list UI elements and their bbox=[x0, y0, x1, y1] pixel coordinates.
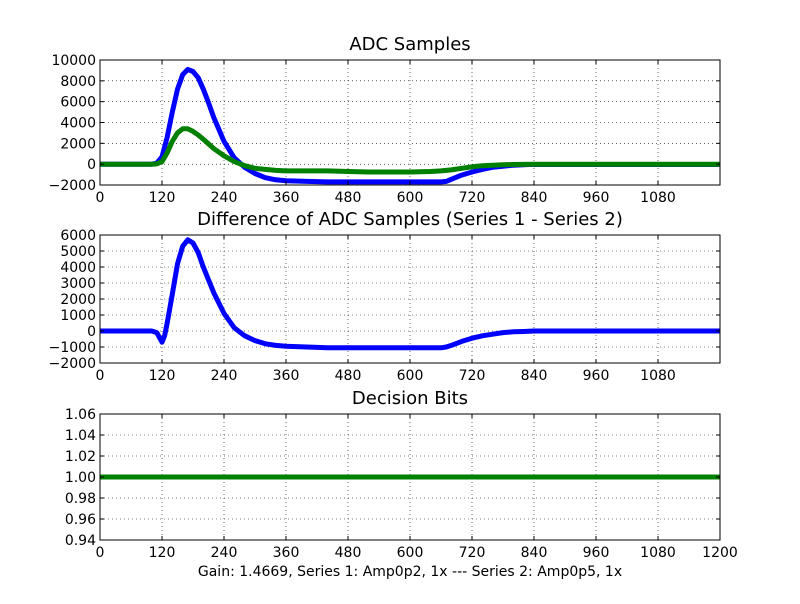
y-tick-label: 1.00 bbox=[65, 470, 96, 486]
y-tick-label: 1.06 bbox=[65, 407, 96, 423]
series-line-1 bbox=[100, 237, 720, 351]
x-tick-label: 720 bbox=[459, 190, 486, 206]
x-tick-label: 840 bbox=[521, 545, 548, 561]
x-tick-label: 480 bbox=[335, 190, 362, 206]
y-tick-label: 1.02 bbox=[65, 449, 96, 465]
subplot-3: 0 120 240 360 480 600 720 840 960 1080 1200 0.94 0.9… bbox=[65, 388, 738, 561]
x-tick-label: 480 bbox=[335, 545, 362, 561]
y-tick-label: 6000 bbox=[60, 228, 96, 244]
x-tick-label: 840 bbox=[521, 190, 548, 206]
y-tick-label: 0 bbox=[87, 157, 96, 173]
x-tick-label: 600 bbox=[397, 545, 424, 561]
y-tick-label: 4000 bbox=[60, 260, 96, 276]
x-tick-label: 120 bbox=[149, 545, 176, 561]
subplot-2: 0 120 240 360 480 600 720 840 960 1080 −2000−10000… bbox=[49, 209, 721, 384]
y-tick-label: 2000 bbox=[60, 136, 96, 152]
x-tick-label: 240 bbox=[211, 545, 238, 561]
x-tick-label: 120 bbox=[149, 368, 176, 384]
chart-title: Difference of ADC Samples (Series 1 - Se… bbox=[197, 209, 623, 230]
subplot-1: 0 120 240 360 480 600 720 840 960 1080−2000020004… bbox=[49, 34, 721, 206]
series-line-2 bbox=[100, 126, 720, 175]
x-tick-label: 960 bbox=[583, 545, 610, 561]
y-tick-label: −2000 bbox=[49, 356, 96, 372]
y-tick-label: 1000 bbox=[60, 308, 96, 324]
x-tick-label: 960 bbox=[583, 368, 610, 384]
y-tick-label: 0.98 bbox=[65, 491, 96, 507]
x-tick-label: 1080 bbox=[640, 545, 676, 561]
x-tick-label: 360 bbox=[273, 545, 300, 561]
y-tick-label: 4000 bbox=[60, 116, 96, 132]
x-tick-label: 240 bbox=[211, 190, 238, 206]
y-tick-label: 5000 bbox=[60, 244, 96, 260]
x-tick-label: 360 bbox=[273, 190, 300, 206]
chart-title: ADC Samples bbox=[349, 34, 470, 55]
y-tick-label: −2000 bbox=[49, 178, 96, 194]
x-tick-label: 240 bbox=[211, 368, 238, 384]
y-tick-label: 6000 bbox=[60, 95, 96, 111]
x-tick-label: 120 bbox=[149, 190, 176, 206]
y-tick-label: 10000 bbox=[51, 53, 96, 69]
x-tick-label: 720 bbox=[459, 368, 486, 384]
x-tick-label: 600 bbox=[397, 190, 424, 206]
x-tick-label: 0 bbox=[96, 545, 105, 561]
chart-title: Decision Bits bbox=[352, 388, 468, 409]
x-tick-label: 480 bbox=[335, 368, 362, 384]
x-tick-label: 840 bbox=[521, 368, 548, 384]
y-tick-label: −1000 bbox=[49, 340, 96, 356]
y-tick-label: 3000 bbox=[60, 276, 96, 292]
x-tick-label: 1200 bbox=[702, 545, 738, 561]
y-tick-label: 8000 bbox=[60, 74, 96, 90]
x-tick-label: 1080 bbox=[640, 190, 676, 206]
y-tick-label: 1.04 bbox=[65, 428, 96, 444]
y-tick-label: 0 bbox=[87, 324, 96, 340]
y-tick-label: 0.96 bbox=[65, 512, 96, 528]
x-tick-label: 0 bbox=[96, 368, 105, 384]
series-group bbox=[100, 237, 720, 351]
y-tick-label: 0.94 bbox=[65, 533, 96, 549]
series-line-1 bbox=[100, 66, 720, 185]
x-tick-label: 720 bbox=[459, 545, 486, 561]
x-tick-label: 1080 bbox=[640, 368, 676, 384]
y-tick-label: 2000 bbox=[60, 292, 96, 308]
x-tick-label: 0 bbox=[96, 190, 105, 206]
figure-caption: Gain: 1.4669, Series 1: Amp0p2, 1x --- S… bbox=[198, 564, 622, 580]
x-tick-label: 600 bbox=[397, 368, 424, 384]
x-tick-label: 360 bbox=[273, 368, 300, 384]
series-group bbox=[100, 66, 720, 185]
x-tick-label: 960 bbox=[583, 190, 610, 206]
